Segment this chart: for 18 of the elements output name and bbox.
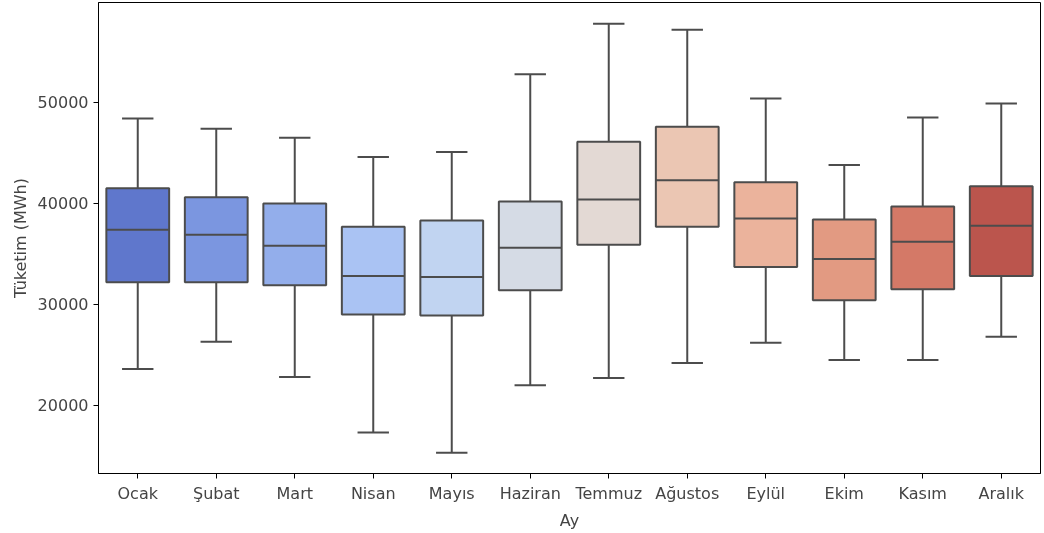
y-tick-label: 40000 [37,194,89,214]
x-tick-label: Mayıs [428,483,475,503]
x-tick-label: Temmuz [574,483,643,503]
y-tick-label: 20000 [37,396,89,416]
x-tick-label: Aralık [978,483,1025,503]
x-tick-label: Eylül [746,483,786,503]
y-axis-title: Tüketim (MWh) [10,178,30,299]
x-tick-label: Mart [276,483,313,503]
x-tick-label: Şubat [192,483,240,503]
x-tick-label: Haziran [499,483,561,503]
y-tick-label: 50000 [37,93,89,113]
x-tick-label: Ağustos [655,483,720,503]
x-tick-label: Ocak [117,483,159,503]
x-axis-title: Ay [559,510,580,530]
x-tick-label: Kasım [898,483,947,503]
x-tick-label: Nisan [350,483,396,503]
y-tick-label: 30000 [37,295,89,315]
x-tick-label: Ekim [824,483,864,503]
